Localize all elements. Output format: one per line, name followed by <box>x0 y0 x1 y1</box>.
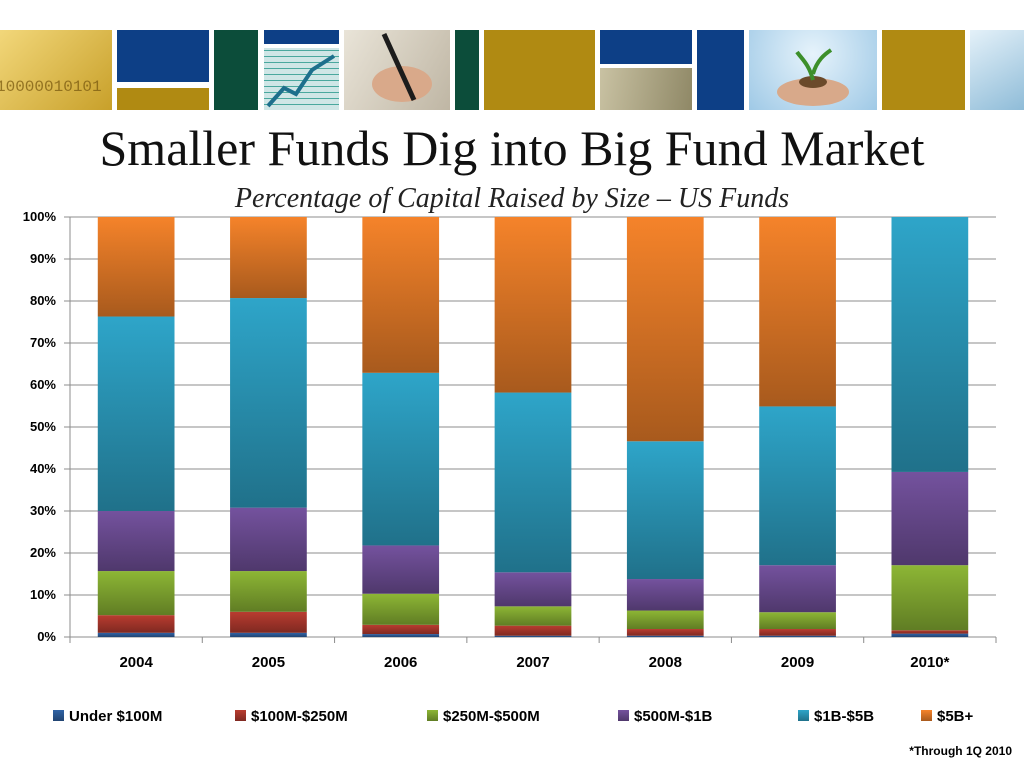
bar-segment-2009-0 <box>759 635 836 637</box>
bar-segment-2005-0 <box>230 632 307 637</box>
bar-segment-2009-1 <box>759 629 836 636</box>
banner-blue-image <box>970 30 1024 110</box>
bar-segment-2008-2 <box>626 610 704 630</box>
bar-segment-2009-2 <box>759 612 836 630</box>
x-tick-label: 2004 <box>119 654 153 671</box>
banner-gold-block-3 <box>882 30 965 110</box>
bar-segment-2004-4 <box>97 316 175 511</box>
banner-chart-image <box>264 48 339 110</box>
y-tick-label: 30% <box>30 503 56 518</box>
legend-label: $250M-$500M <box>443 708 540 725</box>
bar-segment-2004-3 <box>97 511 175 572</box>
bar-segment-2010-3 <box>891 471 969 566</box>
bar-segment-2005-3 <box>230 507 307 572</box>
banner-gold-block-2 <box>484 30 595 110</box>
x-tick-label: 2008 <box>649 654 682 671</box>
chart-axes: 0% 10% 20% 30% 40% 50% 60% 70% 80% 90% 100% 2004 200… <box>23 209 997 671</box>
bar-segment-2005-5 <box>230 217 307 299</box>
bar-segment-2008-4 <box>626 441 704 580</box>
bar-segment-2008-1 <box>626 629 704 636</box>
legend-swatch <box>798 710 809 721</box>
banner-binary-text: 10000010101 <box>0 78 102 96</box>
banner-money-image <box>600 68 692 110</box>
x-tick-label: 2009 <box>781 654 814 671</box>
bar-segment-2008-0 <box>626 635 704 637</box>
bar-segment-2010-0 <box>891 633 969 637</box>
bar-segment-2005-2 <box>230 571 307 612</box>
banner-navy-block <box>117 30 209 82</box>
banner-gold-block <box>117 88 209 110</box>
legend-swatch <box>618 710 629 721</box>
legend-swatch <box>427 710 438 721</box>
y-tick-label: 70% <box>30 335 56 350</box>
bar-segment-2006-4 <box>362 372 440 546</box>
banner-writing-image <box>344 30 450 110</box>
bar-segment-2004-1 <box>97 615 175 633</box>
footnote: *Through 1Q 2010 <box>909 744 1012 758</box>
bar-segment-2006-3 <box>362 545 440 594</box>
bar-segment-2007-0 <box>494 635 572 637</box>
bar-segment-2005-1 <box>230 611 307 633</box>
bar-segment-2006-1 <box>362 624 440 635</box>
bar-segment-2007-5 <box>494 217 572 393</box>
bar-segment-2005-4 <box>230 298 307 508</box>
bar-segment-2004-2 <box>97 571 175 616</box>
y-tick-label: 0% <box>37 629 56 644</box>
y-tick-label: 50% <box>30 419 56 434</box>
y-tick-label: 90% <box>30 251 56 266</box>
x-tick-label: 2010* <box>910 654 949 671</box>
stacked-bar-chart: 0% 10% 20% 30% 40% 50% 60% 70% 80% 90% 100% 2004 200… <box>23 209 997 725</box>
legend-swatch <box>53 710 64 721</box>
y-tick-label: 20% <box>30 545 56 560</box>
banner-navy-block-3 <box>697 30 744 110</box>
x-tick-label: 2006 <box>384 654 417 671</box>
legend-label: Under $100M <box>69 708 162 725</box>
chart-subtitle: Percentage of Capital Raised by Size – U… <box>234 183 790 214</box>
bar-segment-2007-4 <box>494 392 572 573</box>
bar-segment-2007-3 <box>494 572 572 607</box>
banner-binary-image: 10000010101 <box>0 30 112 110</box>
bar-segment-2009-4 <box>759 406 836 566</box>
bar-segment-2010-4 <box>891 217 969 472</box>
bar-segment-2010-1 <box>891 630 969 634</box>
bar-segment-2006-2 <box>362 593 440 625</box>
legend-label: $500M-$1B <box>634 708 713 725</box>
y-tick-label: 40% <box>30 461 56 476</box>
bar-segment-2010-2 <box>891 565 969 631</box>
x-tick-label: 2005 <box>252 654 285 671</box>
legend-label: $5B+ <box>937 708 974 725</box>
y-tick-label: 100% <box>23 209 57 224</box>
banner-navy-block-2 <box>600 30 692 64</box>
bar-segment-2009-3 <box>759 565 836 613</box>
bar-segment-2006-5 <box>362 217 440 373</box>
header-banner: 10000010101 <box>0 0 1024 112</box>
y-tick-label: 80% <box>30 293 56 308</box>
page-title: Smaller Funds Dig into Big Fund Market <box>99 120 925 176</box>
x-tick-label: 2007 <box>516 654 549 671</box>
bar-segment-2007-1 <box>494 625 572 636</box>
bar-segment-2004-0 <box>97 632 175 637</box>
legend-label: $100M-$250M <box>251 708 348 725</box>
legend-swatch <box>921 710 932 721</box>
y-tick-label: 60% <box>30 377 56 392</box>
bar-segment-2008-3 <box>626 579 704 611</box>
bar-segment-2007-2 <box>494 606 572 626</box>
chart-bars <box>97 217 969 637</box>
banner-green-block-2 <box>455 30 479 110</box>
banner-navy-top <box>264 30 339 44</box>
y-tick-label: 10% <box>30 587 56 602</box>
legend-label: $1B-$5B <box>814 708 874 725</box>
banner-plant-image <box>749 30 877 110</box>
chart-legend: Under $100M $100M-$250M $250M-$500M $500M-$… <box>53 708 974 725</box>
bar-segment-2008-5 <box>626 217 704 442</box>
bar-segment-2009-5 <box>759 217 836 407</box>
bar-segment-2004-5 <box>97 217 175 317</box>
banner-green-block <box>214 30 258 110</box>
bar-segment-2006-0 <box>362 634 440 637</box>
legend-swatch <box>235 710 246 721</box>
